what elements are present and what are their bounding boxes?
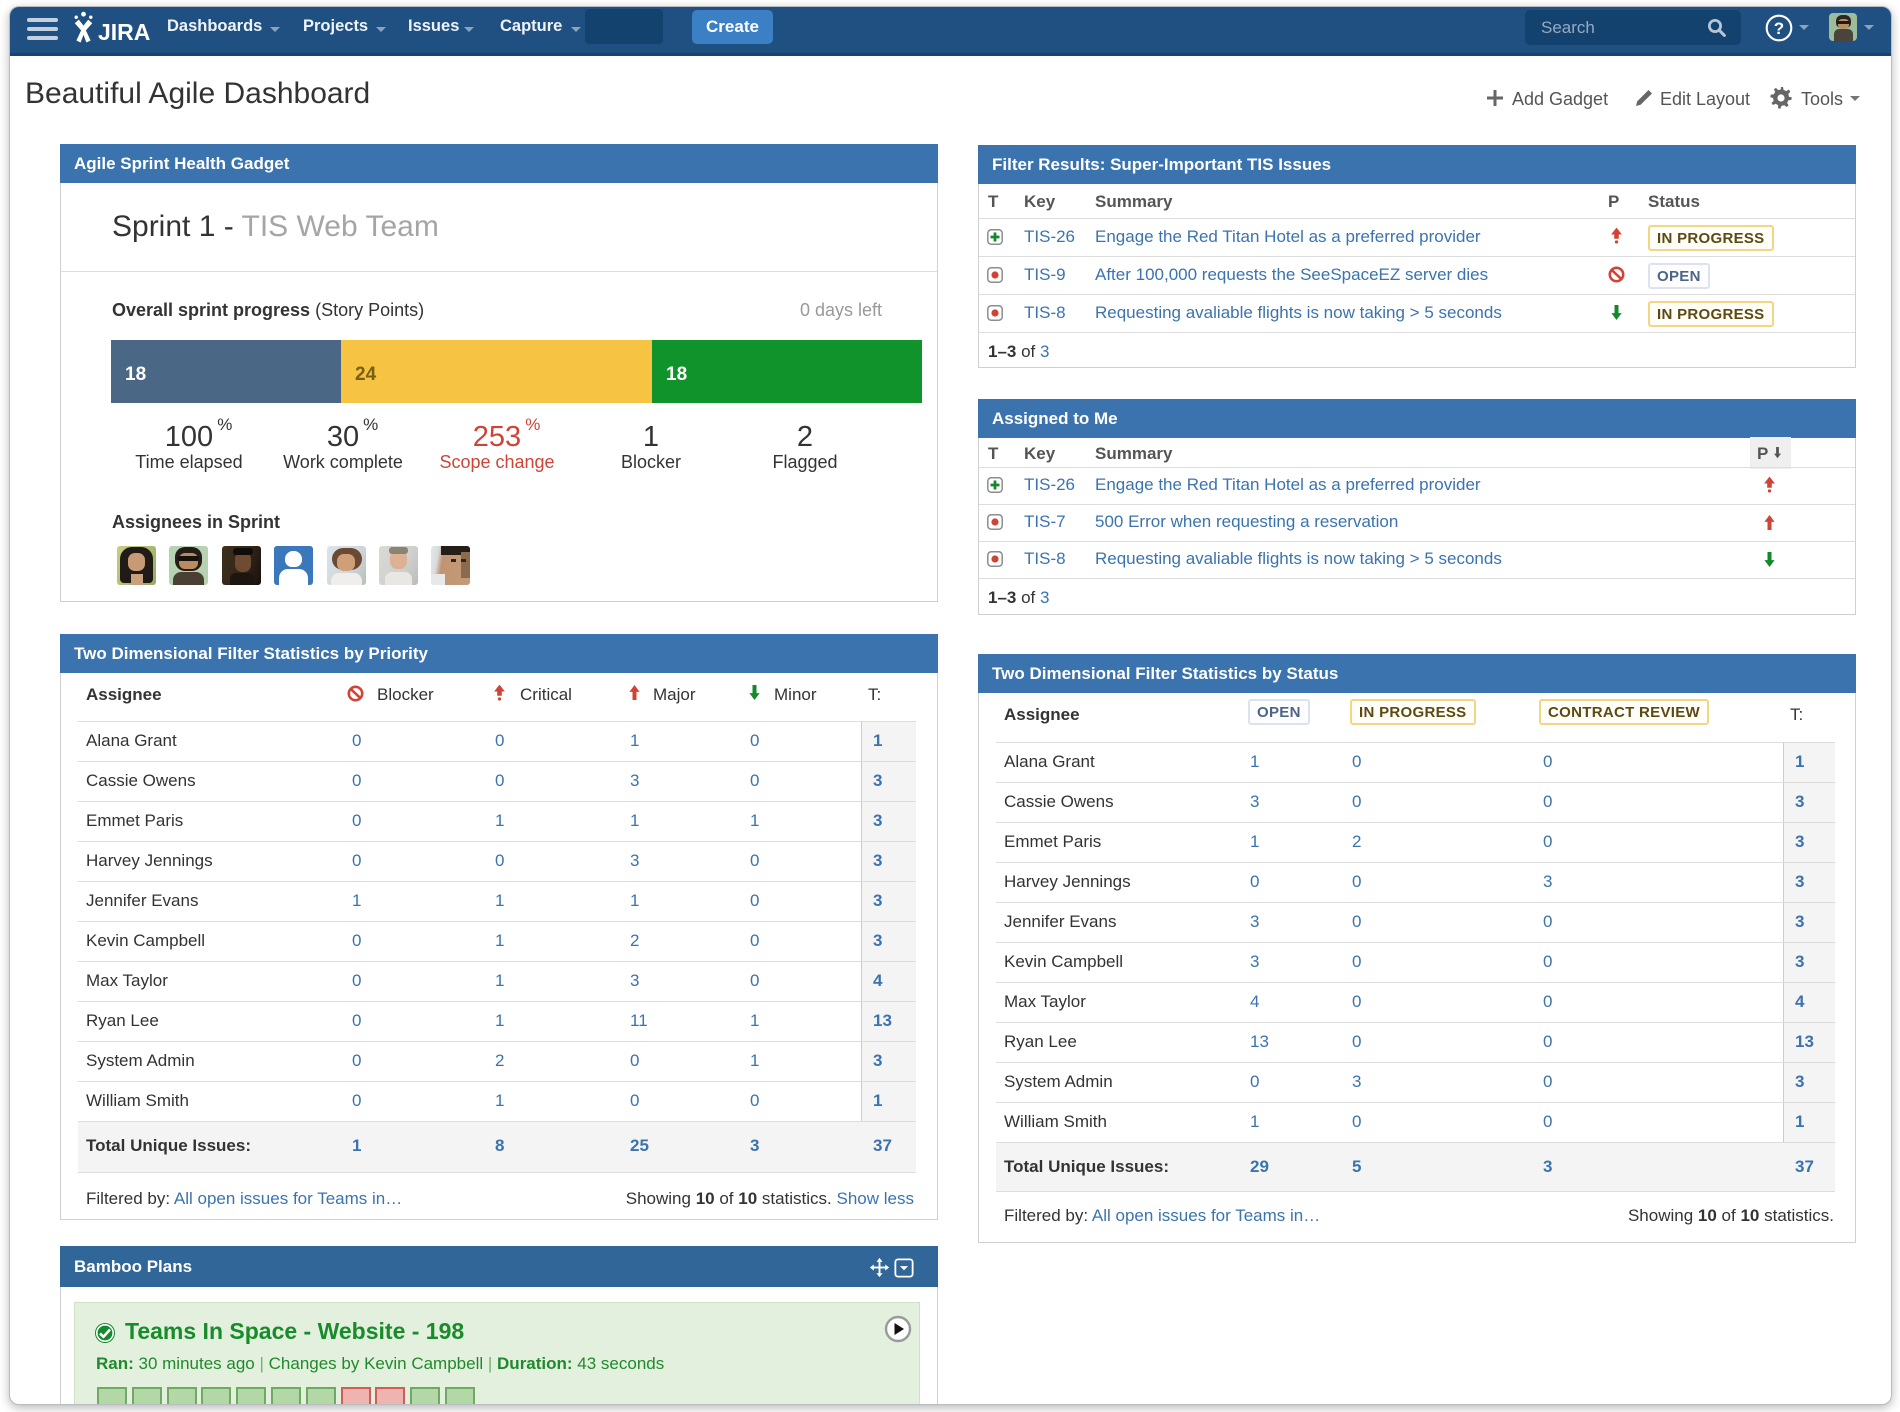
svg-text:?: ? [1774,19,1784,38]
svg-text:JIRA: JIRA [98,19,150,45]
